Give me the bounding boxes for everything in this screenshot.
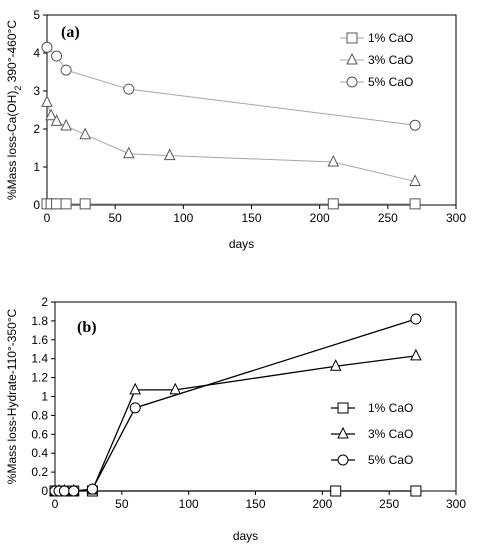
x-tick-label: 150	[245, 497, 265, 511]
legend-marker-square	[346, 32, 358, 44]
data-point-triangle	[129, 382, 142, 395]
legend-label: 1% CaO	[368, 31, 413, 45]
data-point-circle	[58, 485, 70, 497]
y-tick-label: 0	[33, 198, 40, 212]
data-point-triangle	[79, 127, 91, 140]
data-point-triangle	[50, 114, 63, 126]
y-tick-label: 1.8	[31, 314, 48, 328]
series-triangle	[49, 348, 422, 496]
legend-entry: 3% CaO	[331, 426, 413, 441]
data-point-square	[410, 485, 422, 497]
x-tick-label: 100	[179, 497, 199, 511]
legend-marker-triangle	[337, 426, 349, 439]
data-point-circle	[410, 313, 422, 325]
x-tick-label: 200	[310, 211, 330, 225]
data-point-square	[51, 198, 63, 210]
x-tick-label: 300	[446, 211, 466, 225]
legend-entry: 5% CaO	[340, 75, 413, 89]
y-tick-label: 3	[33, 84, 40, 98]
legend-marker-triangle	[346, 52, 358, 65]
y-tick-label: 0.2	[31, 465, 48, 479]
data-point-triangle	[409, 174, 421, 186]
series-line	[46, 102, 416, 182]
y-tick-label: 2	[33, 122, 40, 136]
x-tick-label: 100	[173, 211, 193, 225]
data-point-circle	[51, 50, 63, 62]
x-tick-label: 250	[378, 211, 398, 225]
legend-label: 3% CaO	[368, 427, 413, 441]
legend-label: 1% CaO	[368, 401, 413, 415]
legend-label: 5% CaO	[368, 75, 413, 89]
panel-title: (b)	[77, 319, 97, 336]
y-tick-label: 5	[33, 8, 40, 22]
data-point-triangle	[122, 146, 135, 159]
y-tick-label: 0.8	[31, 408, 48, 422]
legend-marker-circle	[337, 454, 349, 466]
data-point-circle	[123, 83, 135, 95]
y-tick-label: 1	[33, 160, 40, 174]
y-tick-label: 1.6	[31, 333, 48, 347]
x-axis-label: days	[229, 237, 254, 251]
data-point-triangle	[410, 348, 422, 361]
x-tick-label: 200	[312, 497, 332, 511]
data-point-circle	[86, 483, 98, 495]
x-tick-label: 250	[379, 497, 399, 511]
series-square	[49, 485, 422, 497]
x-tick-label: 50	[115, 497, 129, 511]
data-point-circle	[129, 402, 141, 414]
x-tick-label: 150	[241, 211, 261, 225]
x-axis-label: days	[233, 529, 258, 543]
data-point-square	[79, 198, 91, 210]
data-point-circle	[409, 119, 421, 131]
x-tick-label: 50	[108, 211, 122, 225]
y-tick-label: 0	[41, 484, 48, 498]
data-point-triangle	[169, 382, 182, 395]
legend-label: 3% CaO	[368, 53, 413, 67]
panel-title: (a)	[61, 24, 80, 41]
legend-entry: 1% CaO	[331, 401, 413, 415]
data-point-triangle	[45, 108, 57, 121]
data-point-triangle	[327, 154, 340, 167]
legend-label: 5% CaO	[368, 453, 413, 467]
legend-marker-circle	[346, 76, 358, 88]
series-line	[46, 46, 416, 126]
y-tick-label: 4	[33, 46, 40, 60]
data-point-circle	[60, 64, 72, 76]
y-axis-label: %Mass loss-Ca(OH)2 390°-460°C	[5, 20, 23, 200]
legend-marker-square	[337, 402, 349, 414]
data-point-square	[327, 198, 339, 210]
data-point-triangle	[329, 359, 342, 371]
series-circle	[41, 41, 421, 131]
y-tick-label: 1.2	[31, 371, 48, 385]
y-tick-label: 0.6	[31, 427, 48, 441]
x-tick-label: 0	[44, 211, 51, 225]
data-point-triangle	[41, 95, 53, 107]
y-tick-label: 1.4	[31, 352, 48, 366]
y-tick-label: 0.4	[31, 446, 48, 460]
chart-a: 0 50 100 150 200 250 300 0 1 2 3 4 5 days %Mass loss-C…	[5, 8, 466, 251]
x-tick-label: 0	[52, 497, 59, 511]
legend-entry: 3% CaO	[340, 52, 413, 67]
data-point-square	[330, 485, 342, 497]
series-triangle	[41, 95, 421, 186]
data-point-triangle	[60, 118, 72, 131]
series-square	[41, 198, 421, 210]
series-circle	[49, 313, 422, 497]
y-tick-label: 1	[41, 390, 48, 404]
data-point-triangle	[163, 148, 176, 161]
data-point-square	[60, 198, 72, 210]
legend-entry: 5% CaO	[331, 453, 413, 467]
y-axis-label: %Mass loss-Hydrate-110°-350°C	[5, 308, 19, 484]
series-line	[55, 318, 417, 492]
x-tick-label: 300	[446, 497, 466, 511]
data-point-circle	[41, 41, 53, 53]
chart-b: 0 50 100 150 200 250 300 0 0.2 0.4 0.6 0.8 1 1.2 1.4 1.…	[5, 295, 466, 543]
data-point-circle	[68, 485, 80, 497]
legend-entry: 1% CaO	[340, 31, 413, 45]
y-tick-label: 2	[41, 295, 48, 309]
data-point-square	[409, 198, 421, 210]
